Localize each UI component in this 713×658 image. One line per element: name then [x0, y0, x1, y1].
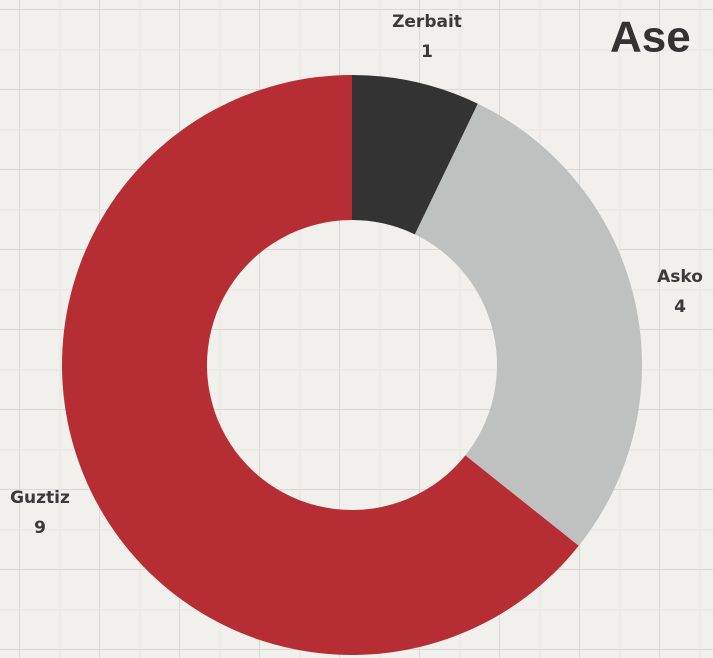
slice-value: 1 [421, 42, 433, 62]
donut-slice [62, 75, 579, 656]
slice-label: Asko [657, 267, 703, 287]
slice-value: 9 [34, 518, 46, 538]
slice-label: Guztiz [10, 488, 70, 508]
chart-title: Ase [610, 13, 691, 62]
donut-slice [352, 75, 478, 235]
slice-label: Zerbait [392, 12, 462, 32]
slice-value: 4 [674, 297, 686, 317]
donut-slice [414, 103, 642, 546]
